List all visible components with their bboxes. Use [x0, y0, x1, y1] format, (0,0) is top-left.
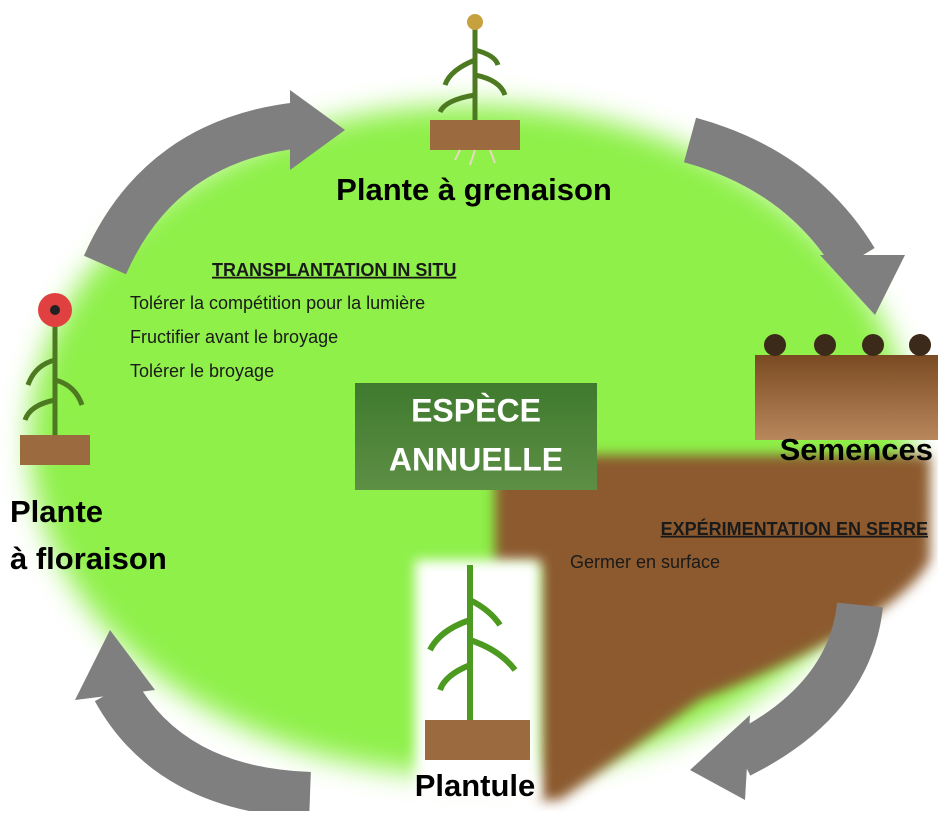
center-label: ESPÈCE: [411, 392, 541, 428]
section-title: EXPÉRIMENTATION EN SERRE: [661, 518, 928, 539]
plantule-box: [415, 560, 540, 800]
stage-label: Plante à grenaison: [336, 172, 612, 207]
section-item: Fructifier avant le broyage: [130, 327, 338, 347]
stage-label: Semences: [780, 432, 933, 467]
stage-label: Plantule: [415, 768, 536, 803]
center-label: ANNUELLE: [389, 441, 563, 477]
diagram: ESPÈCE ANNUELLE Plante à grenaison Semen…: [0, 0, 938, 811]
section-title: TRANSPLANTATION IN SITU: [212, 260, 456, 280]
section-item: Germer en surface: [570, 552, 720, 572]
section-item: Tolérer la compétition pour la lumière: [130, 293, 425, 313]
section-item: Tolérer le broyage: [130, 361, 274, 381]
stage-label: Plante: [10, 494, 103, 529]
stage-label: à floraison: [10, 541, 167, 576]
plant-icon-top: [430, 14, 520, 165]
